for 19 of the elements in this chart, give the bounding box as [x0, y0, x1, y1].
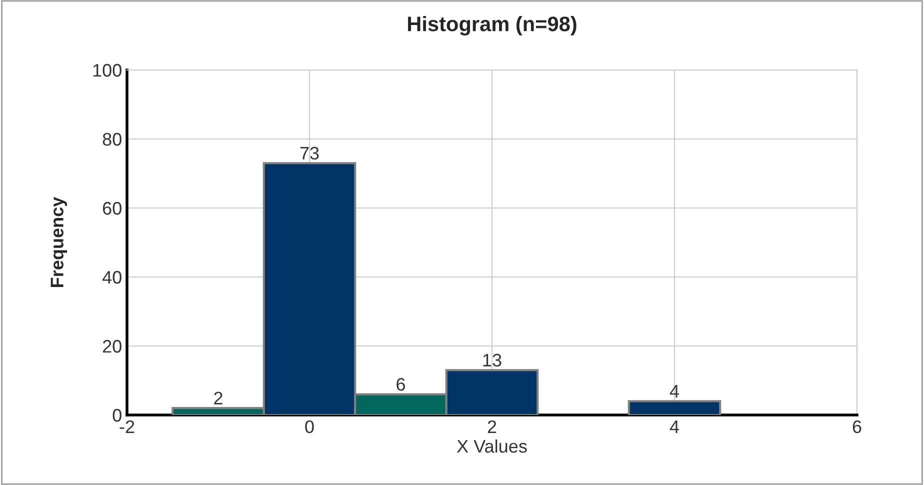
y-tick-label: 100 [93, 64, 122, 77]
y-tick-label: 20 [102, 340, 122, 353]
x-tick-label: -2 [120, 420, 134, 433]
x-tick-label: 0 [305, 420, 314, 434]
y-tick-label: 40 [102, 270, 122, 284]
y-tick-label: 60 [102, 202, 122, 215]
data-label: 4 [670, 385, 679, 398]
x-tick-label: 4 [670, 420, 679, 433]
y-axis-title: Frequency [50, 196, 68, 287]
y-tick-label: 80 [102, 132, 122, 146]
x-axis-title: X Values [456, 439, 527, 453]
data-label: 13 [483, 354, 502, 367]
x-tick-label: 6 [852, 420, 862, 434]
data-label: 2 [214, 392, 222, 404]
data-label: 6 [396, 378, 405, 391]
y-tick-label: 0 [112, 408, 122, 422]
data-label: 73 [300, 146, 319, 160]
chart-title: Histogram (n=98) [408, 16, 576, 36]
x-tick-label: 2 [488, 420, 496, 433]
